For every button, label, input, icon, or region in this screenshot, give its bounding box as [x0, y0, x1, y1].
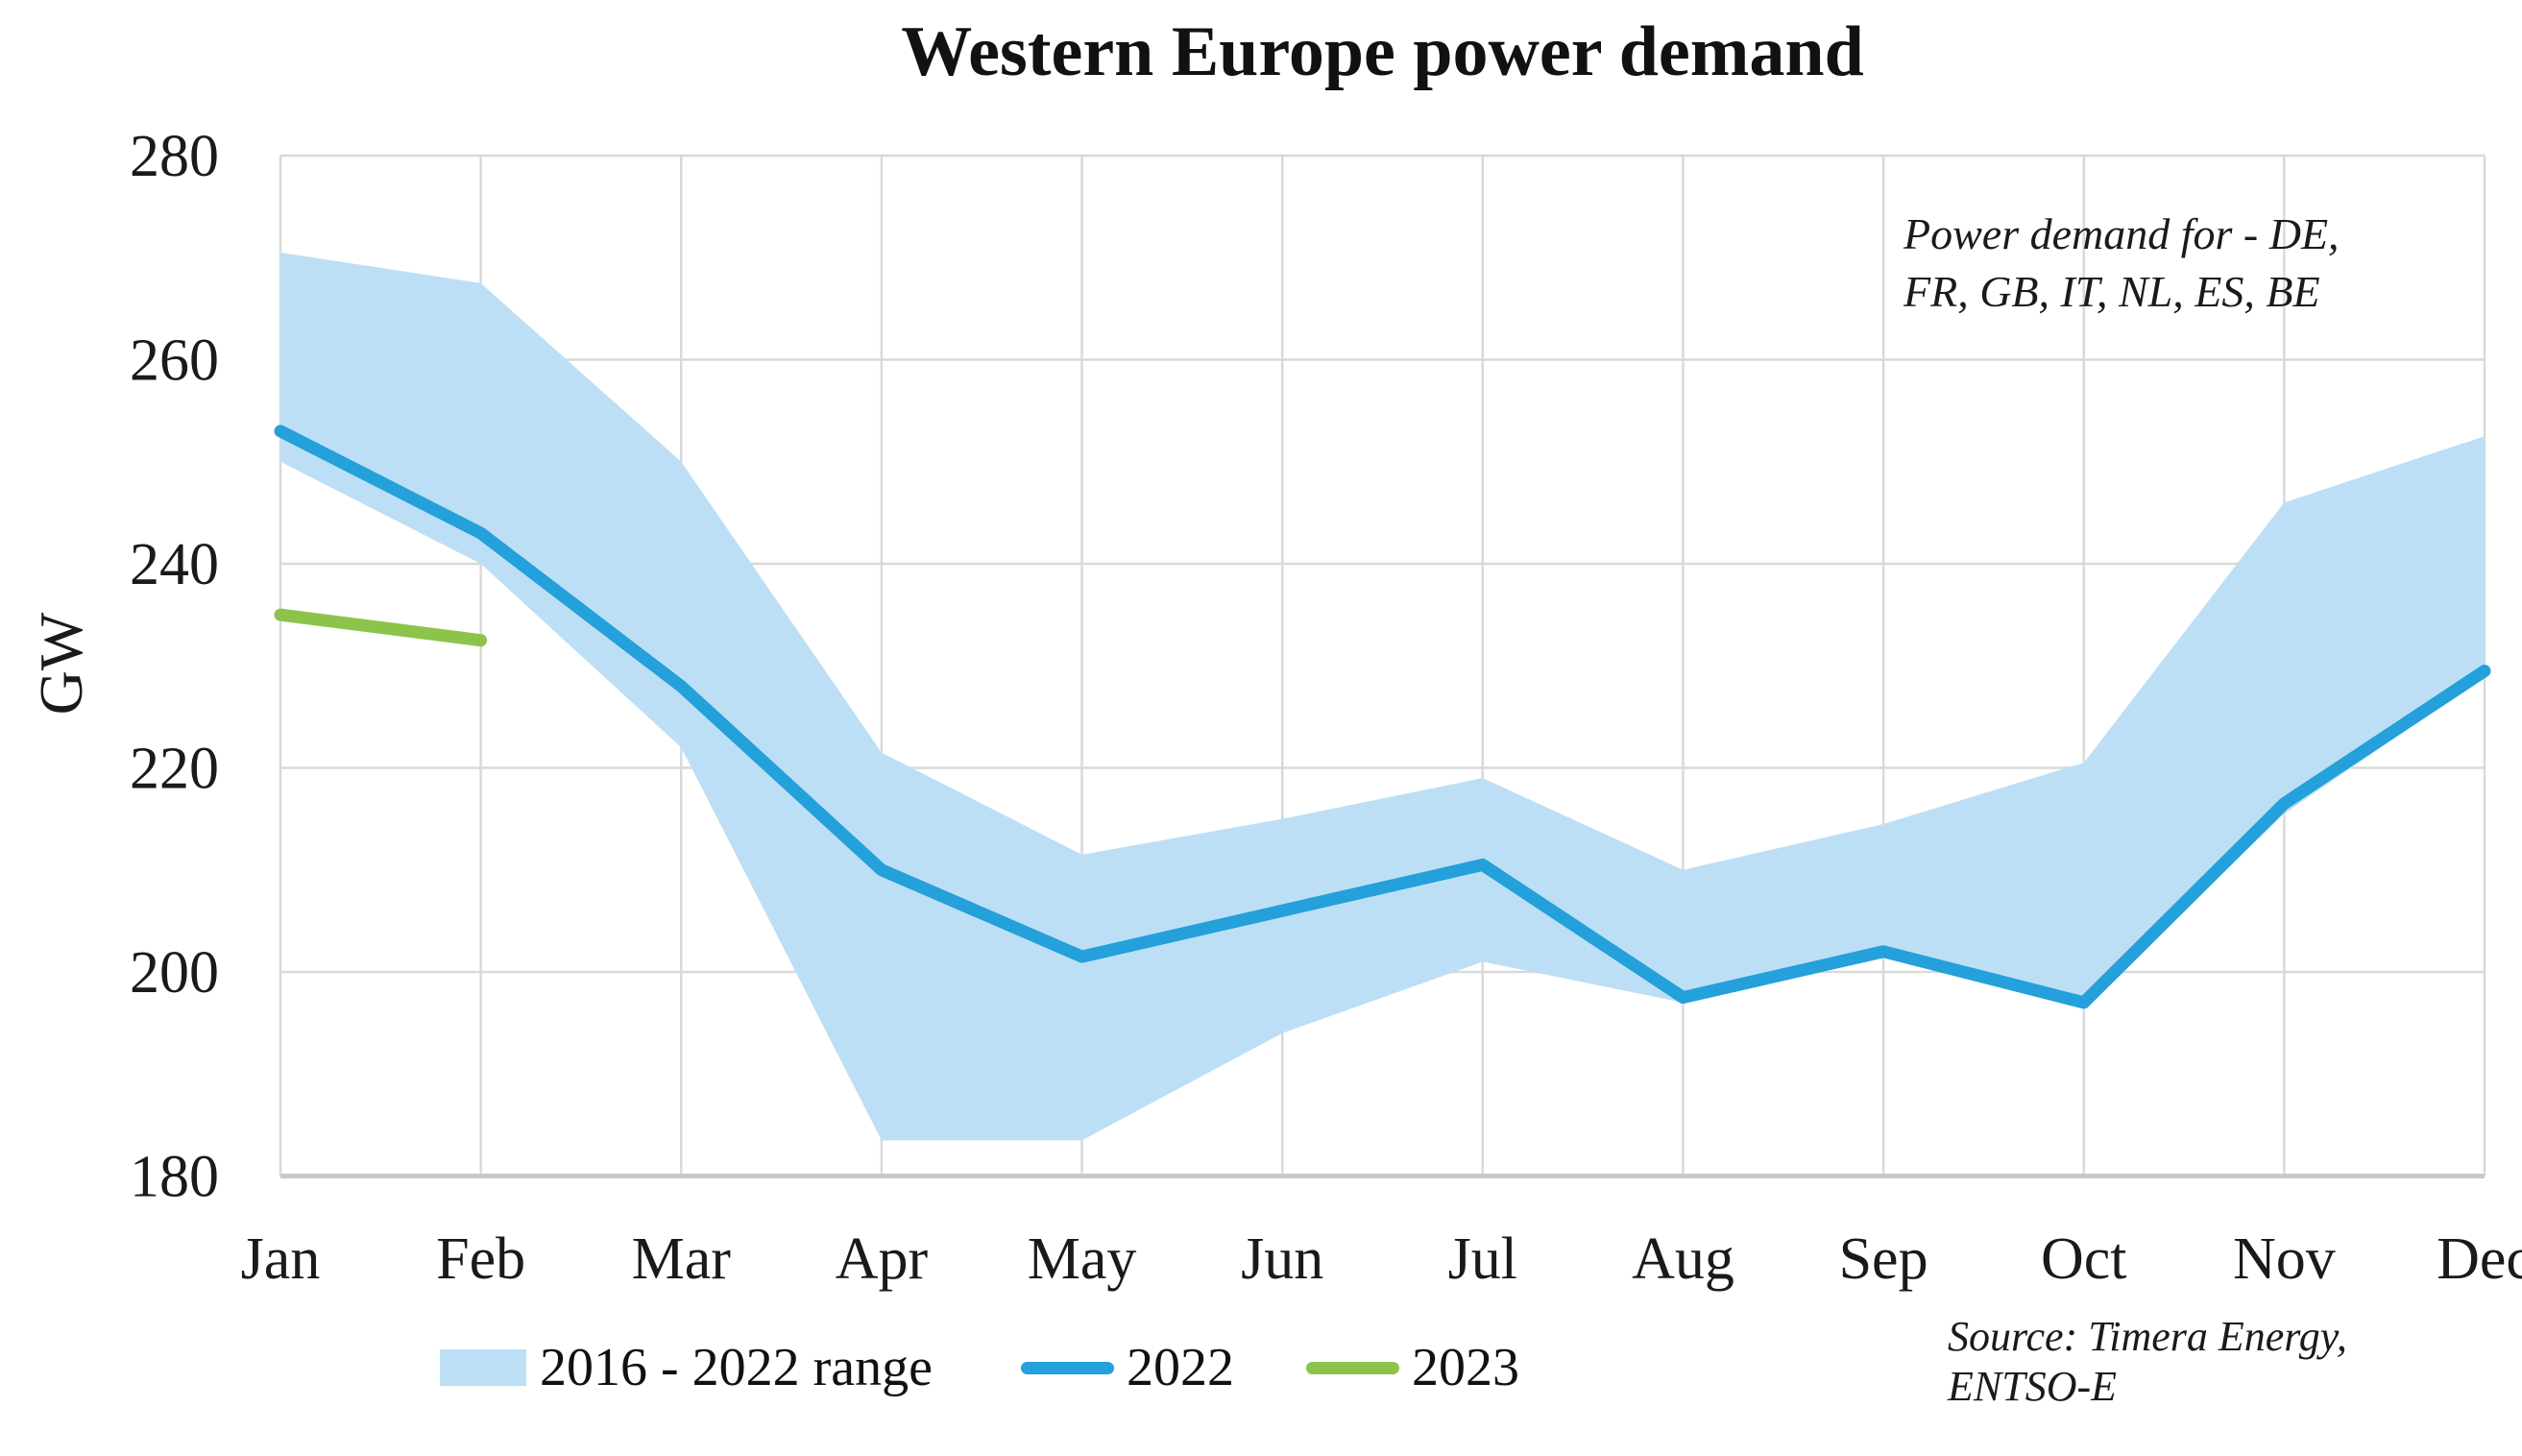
- x-tick-label: Oct: [2041, 1226, 2127, 1292]
- x-tick-label: Aug: [1632, 1226, 1734, 1292]
- legend-label-range: 2016 - 2022 range: [540, 1338, 934, 1397]
- x-tick-label: Jan: [241, 1226, 321, 1292]
- x-tick-label: Apr: [836, 1226, 929, 1292]
- x-tick-label: Nov: [2233, 1226, 2336, 1292]
- legend-swatch-range-band: [440, 1349, 526, 1386]
- series-2023-line: [274, 608, 488, 647]
- range-band-area: [280, 252, 2485, 1141]
- legend: 2016 - 2022 range 2022 2023: [440, 1338, 1519, 1397]
- annotation-line-1: Power demand for - DE,: [1904, 209, 2340, 258]
- source-line-2: ENTSO-E: [1948, 1363, 2117, 1410]
- legend-swatch-2023-line: [1306, 1361, 1400, 1374]
- y-tick-label: 260: [130, 328, 219, 394]
- legend-label-2022: 2022: [1127, 1338, 1235, 1397]
- annotation-line-2: FR, GB, IT, NL, ES, BE: [1904, 267, 2320, 316]
- y-tick-label: 240: [130, 532, 219, 597]
- x-tick-label: Feb: [436, 1226, 525, 1292]
- x-tick-label: Dec: [2437, 1226, 2522, 1292]
- chart-title: Western Europe power demand: [901, 12, 1864, 91]
- legend-label-2023: 2023: [1412, 1338, 1520, 1397]
- series-2022-line: [274, 425, 2491, 1009]
- x-tick-label: Jul: [1448, 1226, 1517, 1292]
- x-tick-label: Mar: [632, 1226, 732, 1292]
- x-tick-label: May: [1028, 1226, 1137, 1292]
- y-tick-label: 200: [130, 940, 219, 1006]
- source-note: Source: Timera Energy, ENTSO-E: [1948, 1312, 2347, 1412]
- y-tick-label: 220: [130, 737, 219, 802]
- y-axis-label: GW: [27, 612, 95, 715]
- y-tick-label: 180: [130, 1145, 219, 1210]
- legend-swatch-2022-line: [1021, 1361, 1115, 1374]
- source-line-1: Source: Timera Energy,: [1948, 1313, 2347, 1360]
- annotation-note: Power demand for - DE, FR, GB, IT, NL, E…: [1904, 206, 2340, 321]
- y-tick-label: 280: [130, 124, 219, 189]
- x-tick-label: Sep: [1839, 1226, 1928, 1292]
- x-tick-label: Jun: [1241, 1226, 1323, 1292]
